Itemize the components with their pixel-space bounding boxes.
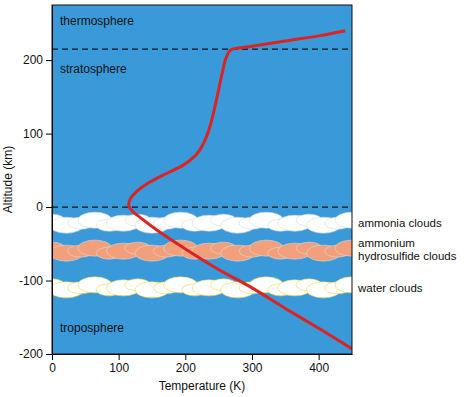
cloud xyxy=(335,212,352,228)
tick-label: 200 xyxy=(23,53,43,67)
cloud xyxy=(335,240,352,256)
marks xyxy=(52,31,352,349)
tick-mark xyxy=(46,60,52,61)
layer-boundary xyxy=(52,48,352,49)
tick: 400 xyxy=(309,354,329,375)
tick-mark xyxy=(46,134,52,135)
tick: 0 xyxy=(49,354,56,375)
cloud-label: water clouds xyxy=(357,282,423,294)
y-axis: -200 -100 0 100 200 xyxy=(19,6,53,362)
x-axis-title: Temperature (K) xyxy=(159,379,246,393)
tick-mark xyxy=(252,354,253,360)
tick-mark xyxy=(119,354,120,360)
tick: 300 xyxy=(242,354,262,375)
tick: 100 xyxy=(23,127,52,141)
layer-label: troposphere xyxy=(60,321,124,335)
tick-mark xyxy=(185,354,186,360)
cloud-label: ammonia clouds xyxy=(358,217,442,229)
tick: -200 xyxy=(19,347,52,361)
tick-label: 400 xyxy=(309,361,329,375)
tick: 0 xyxy=(36,200,52,214)
cloud-layer xyxy=(52,277,352,298)
tick-label: 300 xyxy=(242,361,262,375)
tick-label: 0 xyxy=(49,361,56,375)
tick-label: 100 xyxy=(23,127,43,141)
x-axis: 0 100 200 300 400 xyxy=(49,354,352,375)
cloud-label: ammoniumhydrosulfide clouds xyxy=(358,237,457,262)
plot: thermosphere stratosphere troposphere ammon… xyxy=(19,5,457,375)
layer-boundary xyxy=(52,206,352,207)
cloud xyxy=(335,277,352,293)
tick-mark xyxy=(319,354,320,360)
tick-label: -100 xyxy=(19,274,43,288)
tick-mark xyxy=(52,354,53,360)
chart: thermosphere stratosphere troposphere ammon… xyxy=(0,0,474,397)
tick-label: 200 xyxy=(176,361,196,375)
layer-label: stratosphere xyxy=(60,62,127,76)
plot-frame xyxy=(52,5,352,354)
tick: 100 xyxy=(109,354,129,375)
y-axis-title: Altitude (km) xyxy=(1,146,15,213)
plot-background xyxy=(52,5,352,354)
tick-label: -200 xyxy=(19,347,43,361)
temperature-profile xyxy=(129,31,352,349)
cloud-layer xyxy=(52,212,352,233)
tick-label: 0 xyxy=(36,200,43,214)
tick-mark xyxy=(46,281,52,282)
tick: 200 xyxy=(23,53,52,67)
tick: -100 xyxy=(19,274,52,288)
tick: 200 xyxy=(176,354,196,375)
tick-label: 100 xyxy=(109,361,129,375)
tick-mark xyxy=(46,354,52,355)
layer-label: thermosphere xyxy=(60,14,134,28)
tick-mark xyxy=(46,207,52,208)
